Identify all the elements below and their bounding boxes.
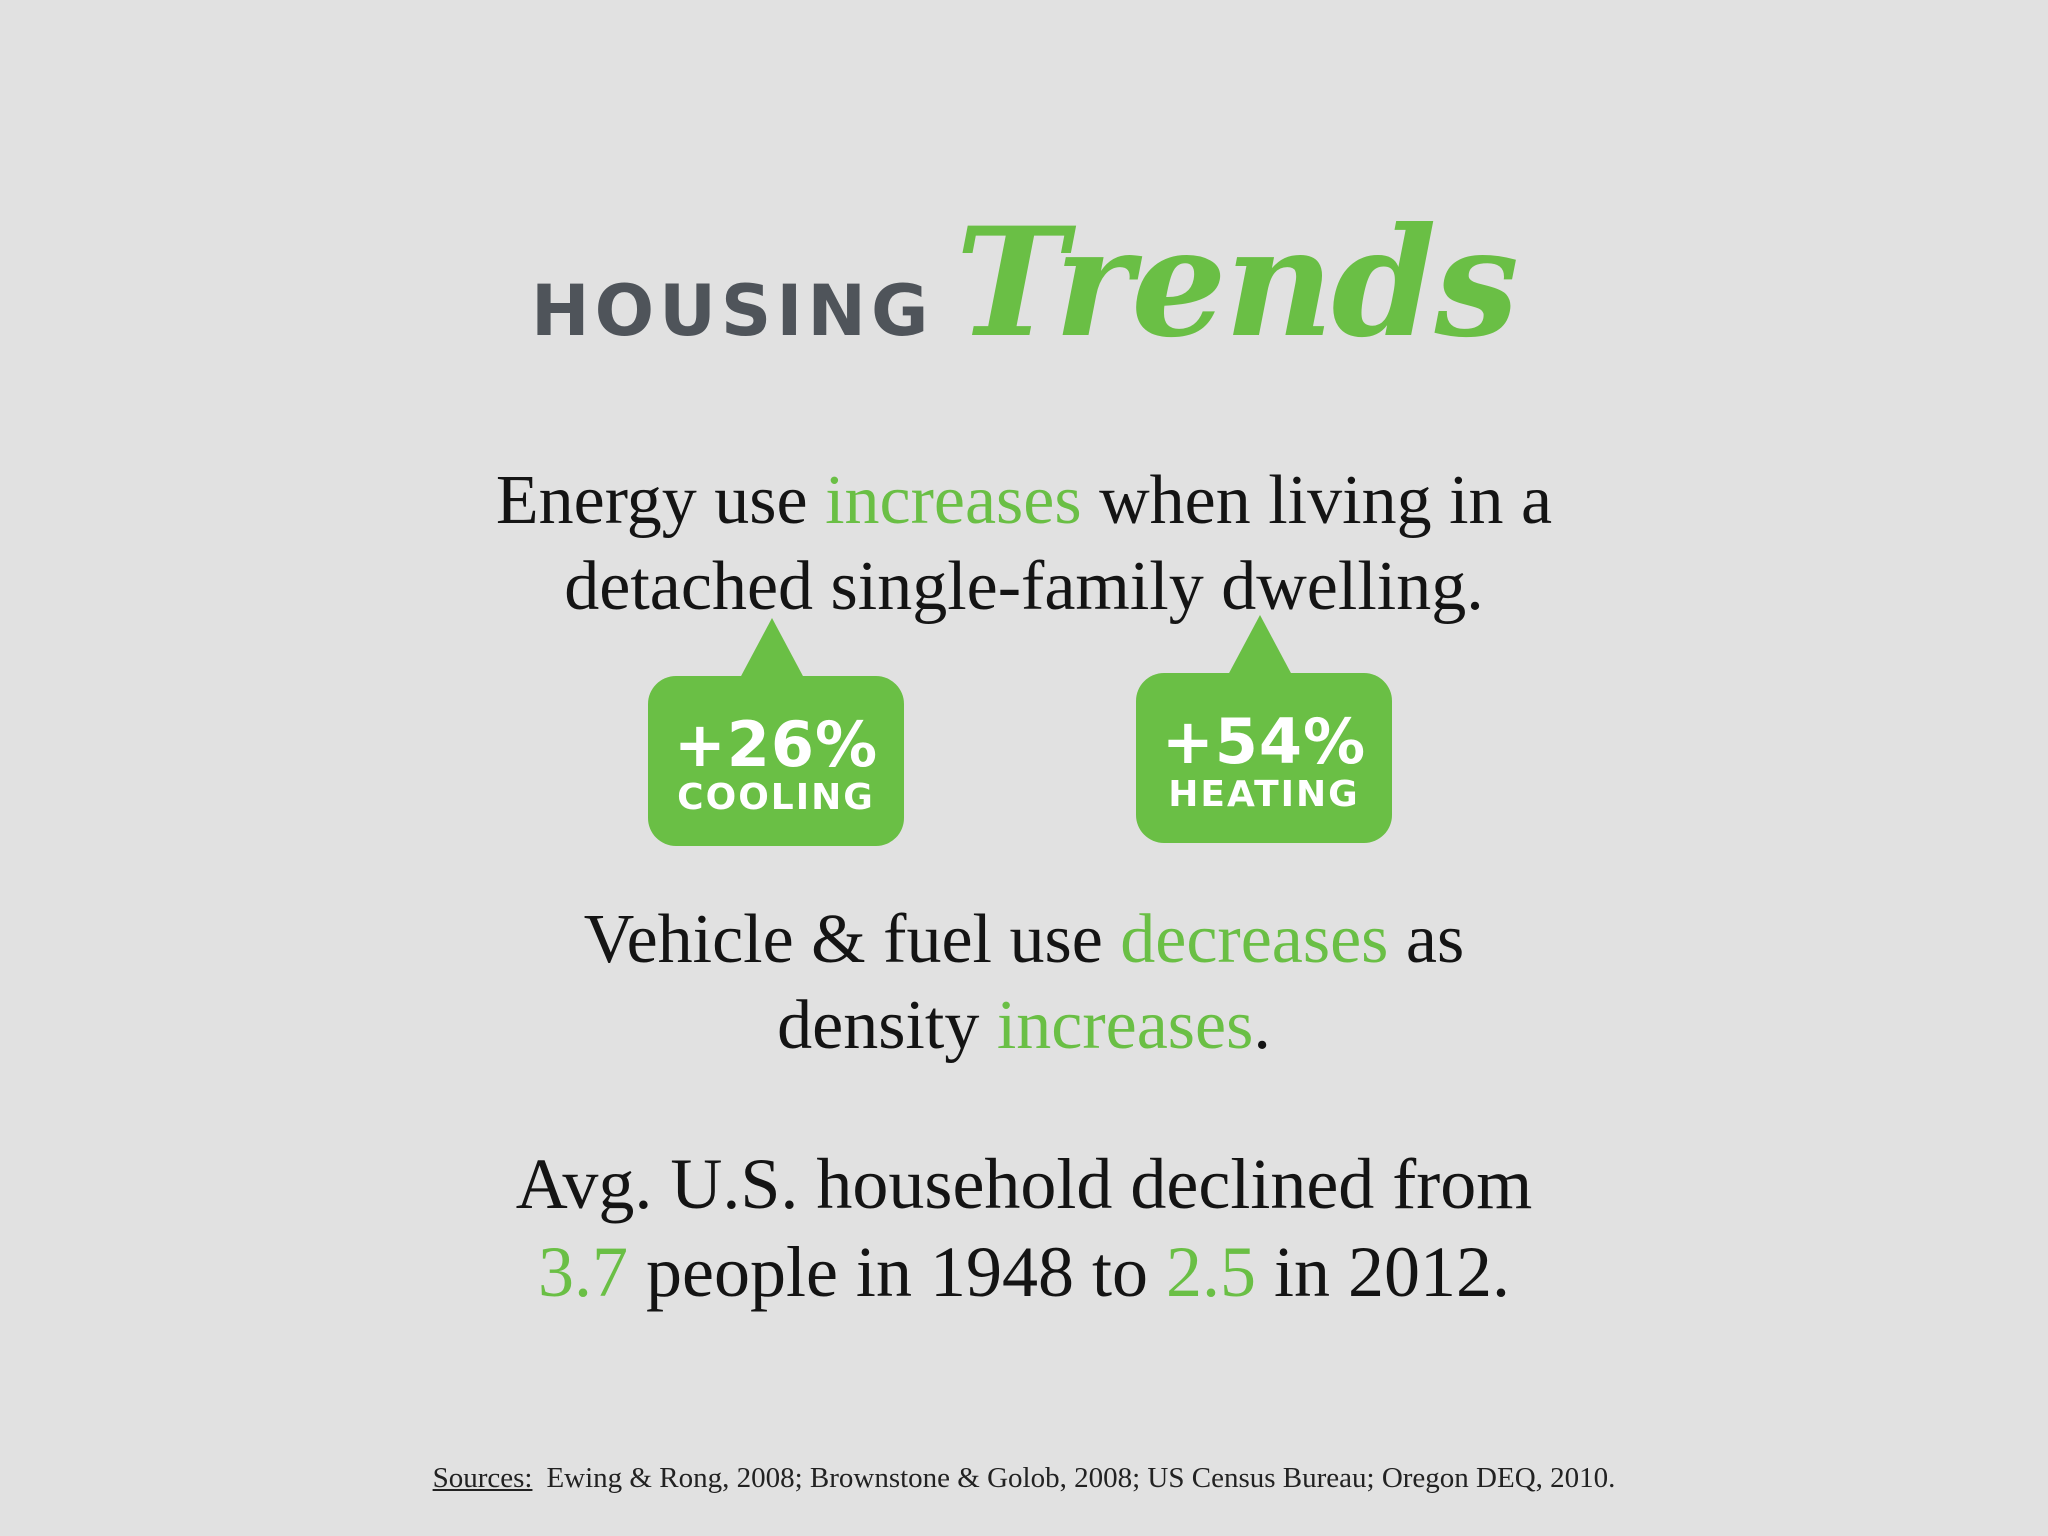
density-increases-highlight: increases [996, 987, 1254, 1064]
energy-statement-line2: detached single-family dwelling. [564, 548, 1484, 625]
household-statement-line2: 3.7 people in 1948 to 2.5 in 2012. [538, 1232, 1510, 1312]
household-statement: Avg. U.S. household declined from 3.7 pe… [0, 1140, 2048, 1316]
cooling-callout-bubble: +26% COOLING [648, 618, 904, 846]
household-statement-line1: Avg. U.S. household declined from [515, 1144, 1533, 1224]
household-value-2012: 2.5 [1165, 1232, 1256, 1312]
vehicle-decreases-highlight: decreases [1120, 901, 1389, 978]
vehicle-statement: Vehicle & fuel use decreases as density … [0, 897, 2048, 1069]
cooling-label: COOLING [677, 777, 875, 818]
sources-label: Sources: [432, 1462, 533, 1494]
energy-statement: Energy use increases when living in a de… [0, 458, 2048, 630]
sources-footnote: Sources: Ewing & Rong, 2008; Brownstone &… [0, 1462, 2048, 1495]
heating-percent: +54% [1161, 705, 1367, 778]
title-housing: HOUSING [531, 270, 934, 352]
page-title: HOUSING Trends [0, 195, 2048, 371]
energy-increases-highlight: increases [825, 462, 1082, 539]
vehicle-statement-line2: density increases. [777, 987, 1271, 1064]
heating-callout-bubble: +54% HEATING [1136, 615, 1392, 843]
household-value-1948: 3.7 [538, 1232, 629, 1312]
sources-text: Ewing & Rong, 2008; Brownstone & Golob, … [546, 1462, 1616, 1494]
heating-label: HEATING [1168, 774, 1360, 815]
cooling-percent: +26% [673, 708, 879, 781]
title-trends: Trends [955, 195, 1519, 371]
vehicle-statement-line1: Vehicle & fuel use decreases as [583, 901, 1465, 978]
energy-statement-line1: Energy use increases when living in a [495, 462, 1553, 539]
